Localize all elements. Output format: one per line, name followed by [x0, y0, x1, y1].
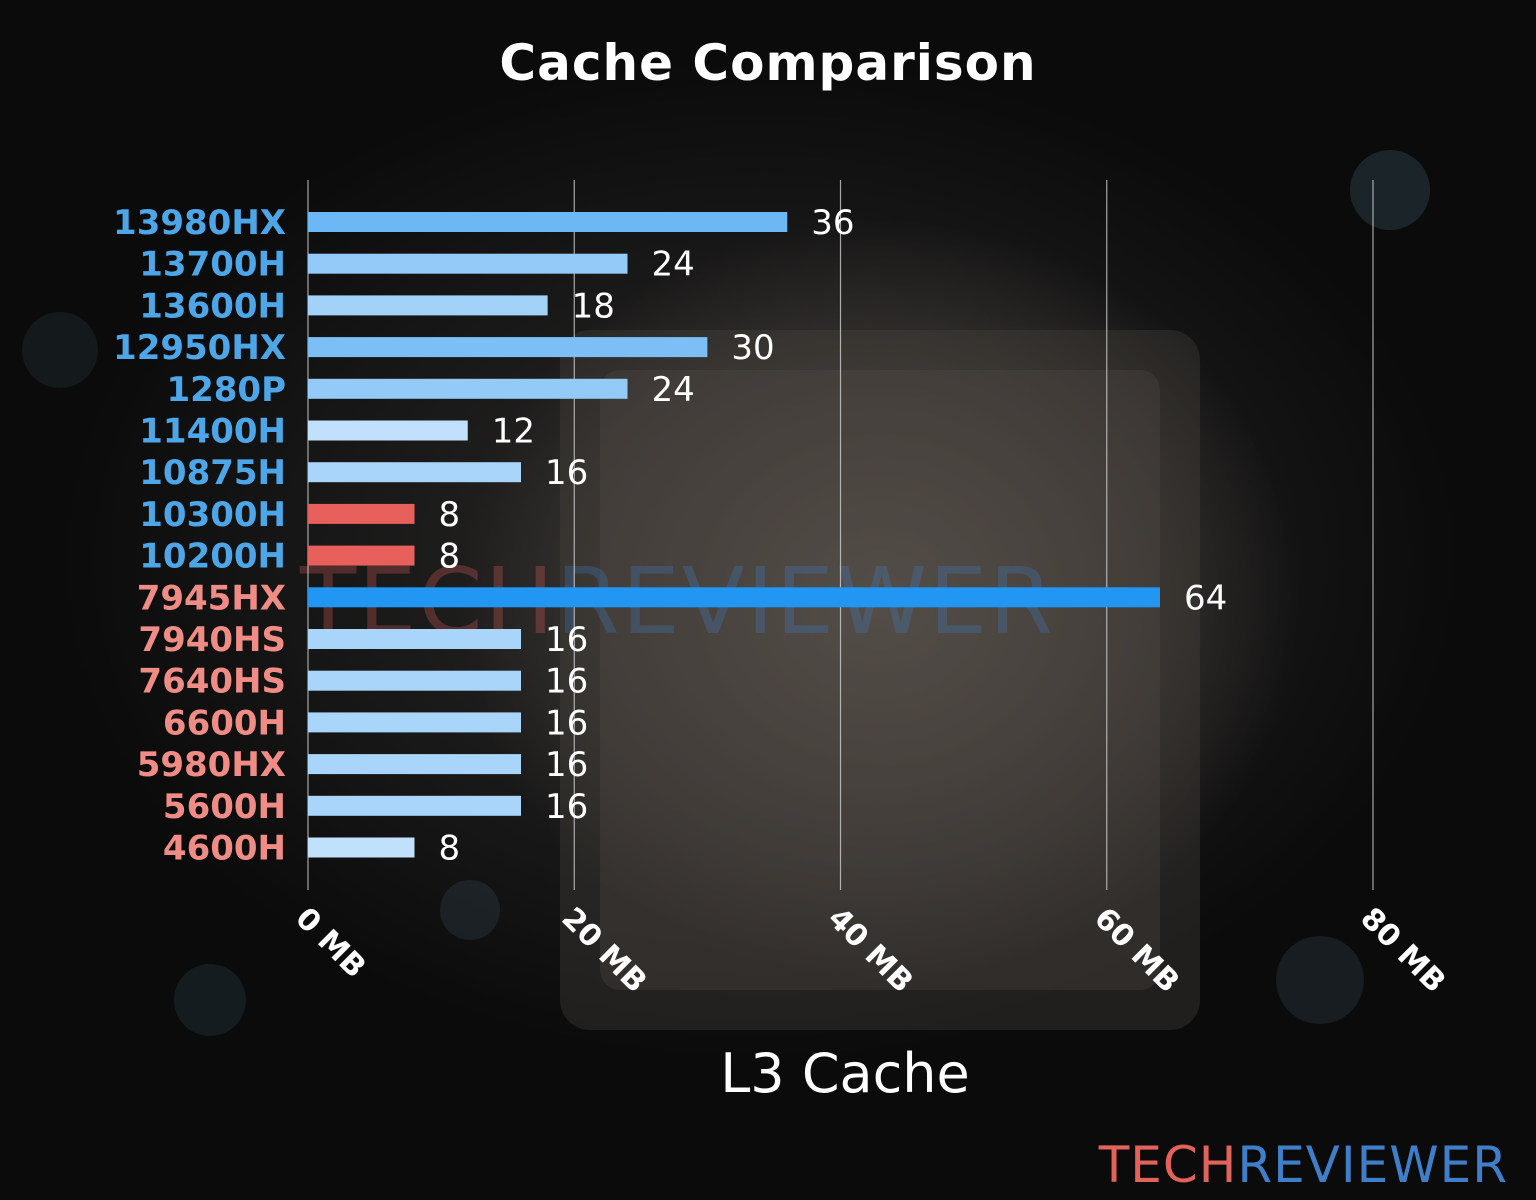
bar [308, 545, 415, 566]
bar [308, 295, 548, 316]
brand-part1: TECH [1098, 1136, 1238, 1194]
value-label: 16 [545, 787, 588, 827]
value-label: 16 [545, 662, 588, 702]
bar [308, 378, 628, 399]
bar [308, 754, 521, 775]
bar [308, 420, 468, 441]
x-tick-label: 0 MB [288, 901, 372, 985]
value-label: 24 [652, 245, 695, 285]
value-label: 16 [545, 453, 588, 493]
x-tick-label: 20 MB [555, 901, 654, 1000]
bar [308, 462, 521, 483]
category-label: 4600H [163, 829, 286, 869]
category-label: 10875H [139, 453, 286, 493]
x-tick-label: 60 MB [1087, 901, 1186, 1000]
category-label: 12950HX [113, 328, 286, 368]
bar [308, 212, 788, 232]
bar [308, 712, 521, 733]
x-tick-label: 40 MB [821, 901, 920, 1000]
brand-part2: REVIEWER [1237, 1136, 1508, 1194]
category-label: 10200H [139, 537, 286, 577]
category-label: 1280P [166, 370, 286, 410]
value-label: 8 [439, 495, 461, 535]
value-label: 16 [545, 745, 588, 785]
value-label: 64 [1184, 578, 1227, 618]
category-label: 10300H [139, 495, 286, 535]
category-label: 6600H [163, 703, 286, 743]
bar [308, 587, 1160, 608]
bar [308, 629, 521, 649]
x-tick-label: 80 MB [1353, 901, 1452, 1000]
category-label: 7945HX [137, 578, 286, 618]
value-label: 18 [572, 286, 615, 326]
bar [308, 670, 521, 691]
bar [308, 253, 628, 274]
category-label: 7940HS [138, 620, 286, 660]
value-label: 12 [492, 412, 535, 452]
value-label: 24 [652, 370, 695, 410]
category-label: 5980HX [137, 745, 286, 785]
value-label: 8 [439, 537, 461, 577]
category-label: 13600H [139, 286, 286, 326]
bar [308, 795, 521, 816]
bar [308, 837, 415, 858]
category-label: 7640HS [138, 662, 286, 702]
value-label: 16 [545, 620, 588, 660]
value-label: 8 [439, 829, 461, 869]
category-label: 13700H [139, 245, 286, 285]
x-axis-title: L3 Cache [720, 1042, 970, 1105]
value-label: 36 [811, 203, 854, 243]
chart-title: Cache Comparison [499, 34, 1037, 92]
category-label: 5600H [163, 787, 286, 827]
brand-logo: TECHREVIEWER [1099, 1136, 1508, 1194]
category-label: 11400H [139, 412, 286, 452]
value-label: 16 [545, 703, 588, 743]
bar [308, 337, 708, 358]
value-label: 30 [731, 328, 774, 368]
bar [308, 503, 415, 524]
category-label: 13980HX [113, 203, 286, 243]
